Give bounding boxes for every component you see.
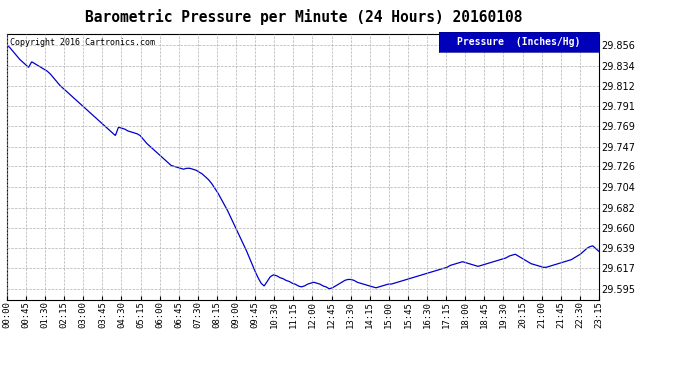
Text: Copyright 2016 Cartronics.com: Copyright 2016 Cartronics.com	[10, 38, 155, 47]
Text: Barometric Pressure per Minute (24 Hours) 20160108: Barometric Pressure per Minute (24 Hours…	[85, 9, 522, 26]
